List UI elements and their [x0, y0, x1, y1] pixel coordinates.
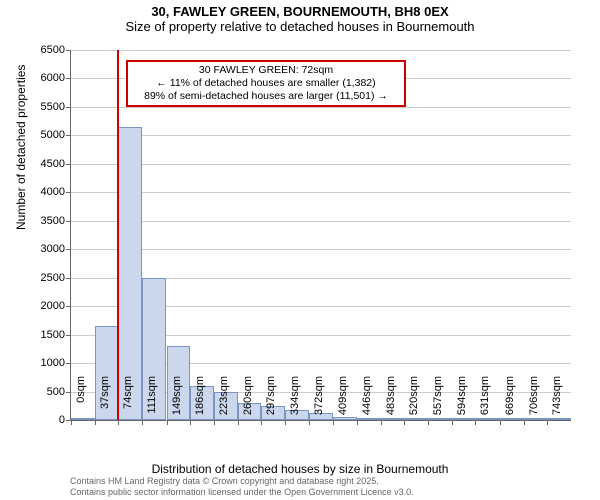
xtick-mark	[214, 420, 215, 425]
ytick-mark	[66, 135, 71, 136]
ytick-mark	[66, 107, 71, 108]
xtick-mark	[285, 420, 286, 425]
ytick-mark	[66, 363, 71, 364]
ytick-label: 2500	[41, 272, 65, 284]
title-line2: Size of property relative to detached ho…	[0, 19, 600, 34]
gridline	[71, 249, 571, 250]
xtick-label: 520sqm	[408, 376, 420, 426]
xtick-mark	[309, 420, 310, 425]
xtick-label: 0sqm	[75, 376, 87, 426]
gridline	[71, 192, 571, 193]
xtick-mark	[167, 420, 168, 425]
xtick-mark	[261, 420, 262, 425]
xtick-mark	[118, 420, 119, 425]
ytick-label: 3500	[41, 215, 65, 227]
ytick-label: 5000	[41, 129, 65, 141]
xtick-mark	[547, 420, 548, 425]
xtick-label: 74sqm	[122, 376, 134, 426]
footer-attribution: Contains HM Land Registry data © Crown c…	[70, 476, 414, 498]
xtick-label: 594sqm	[456, 376, 468, 426]
ytick-label: 2000	[41, 300, 65, 312]
ytick-label: 500	[47, 386, 65, 398]
annot-smaller: ← 11% of detached houses are smaller (1,…	[132, 77, 400, 90]
ytick-label: 0	[59, 414, 65, 426]
xtick-mark	[404, 420, 405, 425]
xtick-mark	[524, 420, 525, 425]
xtick-label: 706sqm	[528, 376, 540, 426]
xtick-mark	[71, 420, 72, 425]
ytick-mark	[66, 392, 71, 393]
x-axis-label: Distribution of detached houses by size …	[0, 462, 600, 476]
ytick-mark	[66, 335, 71, 336]
xtick-label: 334sqm	[289, 376, 301, 426]
ytick-label: 5500	[41, 101, 65, 113]
xtick-label: 557sqm	[432, 376, 444, 426]
xtick-label: 260sqm	[242, 376, 254, 426]
ytick-mark	[66, 78, 71, 79]
annotation-box: 30 FAWLEY GREEN: 72sqm← 11% of detached …	[126, 60, 406, 107]
footer-line1: Contains HM Land Registry data © Crown c…	[70, 476, 414, 487]
ytick-label: 6500	[41, 44, 65, 56]
xtick-mark	[95, 420, 96, 425]
chart-title-block: 30, FAWLEY GREEN, BOURNEMOUTH, BH8 0EX S…	[0, 0, 600, 34]
gridline	[71, 50, 571, 51]
ytick-mark	[66, 192, 71, 193]
ytick-label: 6000	[41, 72, 65, 84]
xtick-mark	[500, 420, 501, 425]
xtick-label: 372sqm	[313, 376, 325, 426]
xtick-label: 186sqm	[194, 376, 206, 426]
xtick-mark	[381, 420, 382, 425]
ytick-label: 4000	[41, 186, 65, 198]
gridline	[71, 135, 571, 136]
ytick-mark	[66, 306, 71, 307]
xtick-label: 37sqm	[99, 376, 111, 426]
title-line1: 30, FAWLEY GREEN, BOURNEMOUTH, BH8 0EX	[0, 4, 600, 19]
gridline	[71, 221, 571, 222]
ytick-mark	[66, 164, 71, 165]
gridline	[71, 164, 571, 165]
annot-title: 30 FAWLEY GREEN: 72sqm	[132, 64, 400, 77]
xtick-mark	[428, 420, 429, 425]
xtick-mark	[238, 420, 239, 425]
xtick-mark	[357, 420, 358, 425]
plot-region: 0500100015002000250030003500400045005000…	[70, 50, 571, 421]
xtick-mark	[333, 420, 334, 425]
ytick-label: 4500	[41, 158, 65, 170]
ytick-label: 1000	[41, 357, 65, 369]
xtick-mark	[475, 420, 476, 425]
ytick-mark	[66, 221, 71, 222]
xtick-label: 409sqm	[337, 376, 349, 426]
property-marker-line	[117, 50, 119, 420]
ytick-mark	[66, 249, 71, 250]
ytick-label: 3000	[41, 243, 65, 255]
footer-line2: Contains public sector information licen…	[70, 487, 414, 498]
xtick-mark	[142, 420, 143, 425]
xtick-label: 669sqm	[504, 376, 516, 426]
xtick-label: 111sqm	[146, 376, 158, 426]
xtick-label: 631sqm	[479, 376, 491, 426]
xtick-label: 446sqm	[361, 376, 373, 426]
xtick-mark	[190, 420, 191, 425]
ytick-label: 1500	[41, 329, 65, 341]
annot-larger: 89% of semi-detached houses are larger (…	[132, 90, 400, 103]
y-axis-label: Number of detached properties	[14, 65, 28, 230]
xtick-label: 297sqm	[265, 376, 277, 426]
xtick-label: 483sqm	[385, 376, 397, 426]
ytick-mark	[66, 278, 71, 279]
xtick-label: 743sqm	[551, 376, 563, 426]
xtick-label: 149sqm	[171, 376, 183, 426]
chart-area: 0500100015002000250030003500400045005000…	[70, 50, 570, 420]
ytick-mark	[66, 50, 71, 51]
xtick-mark	[452, 420, 453, 425]
xtick-label: 223sqm	[218, 376, 230, 426]
